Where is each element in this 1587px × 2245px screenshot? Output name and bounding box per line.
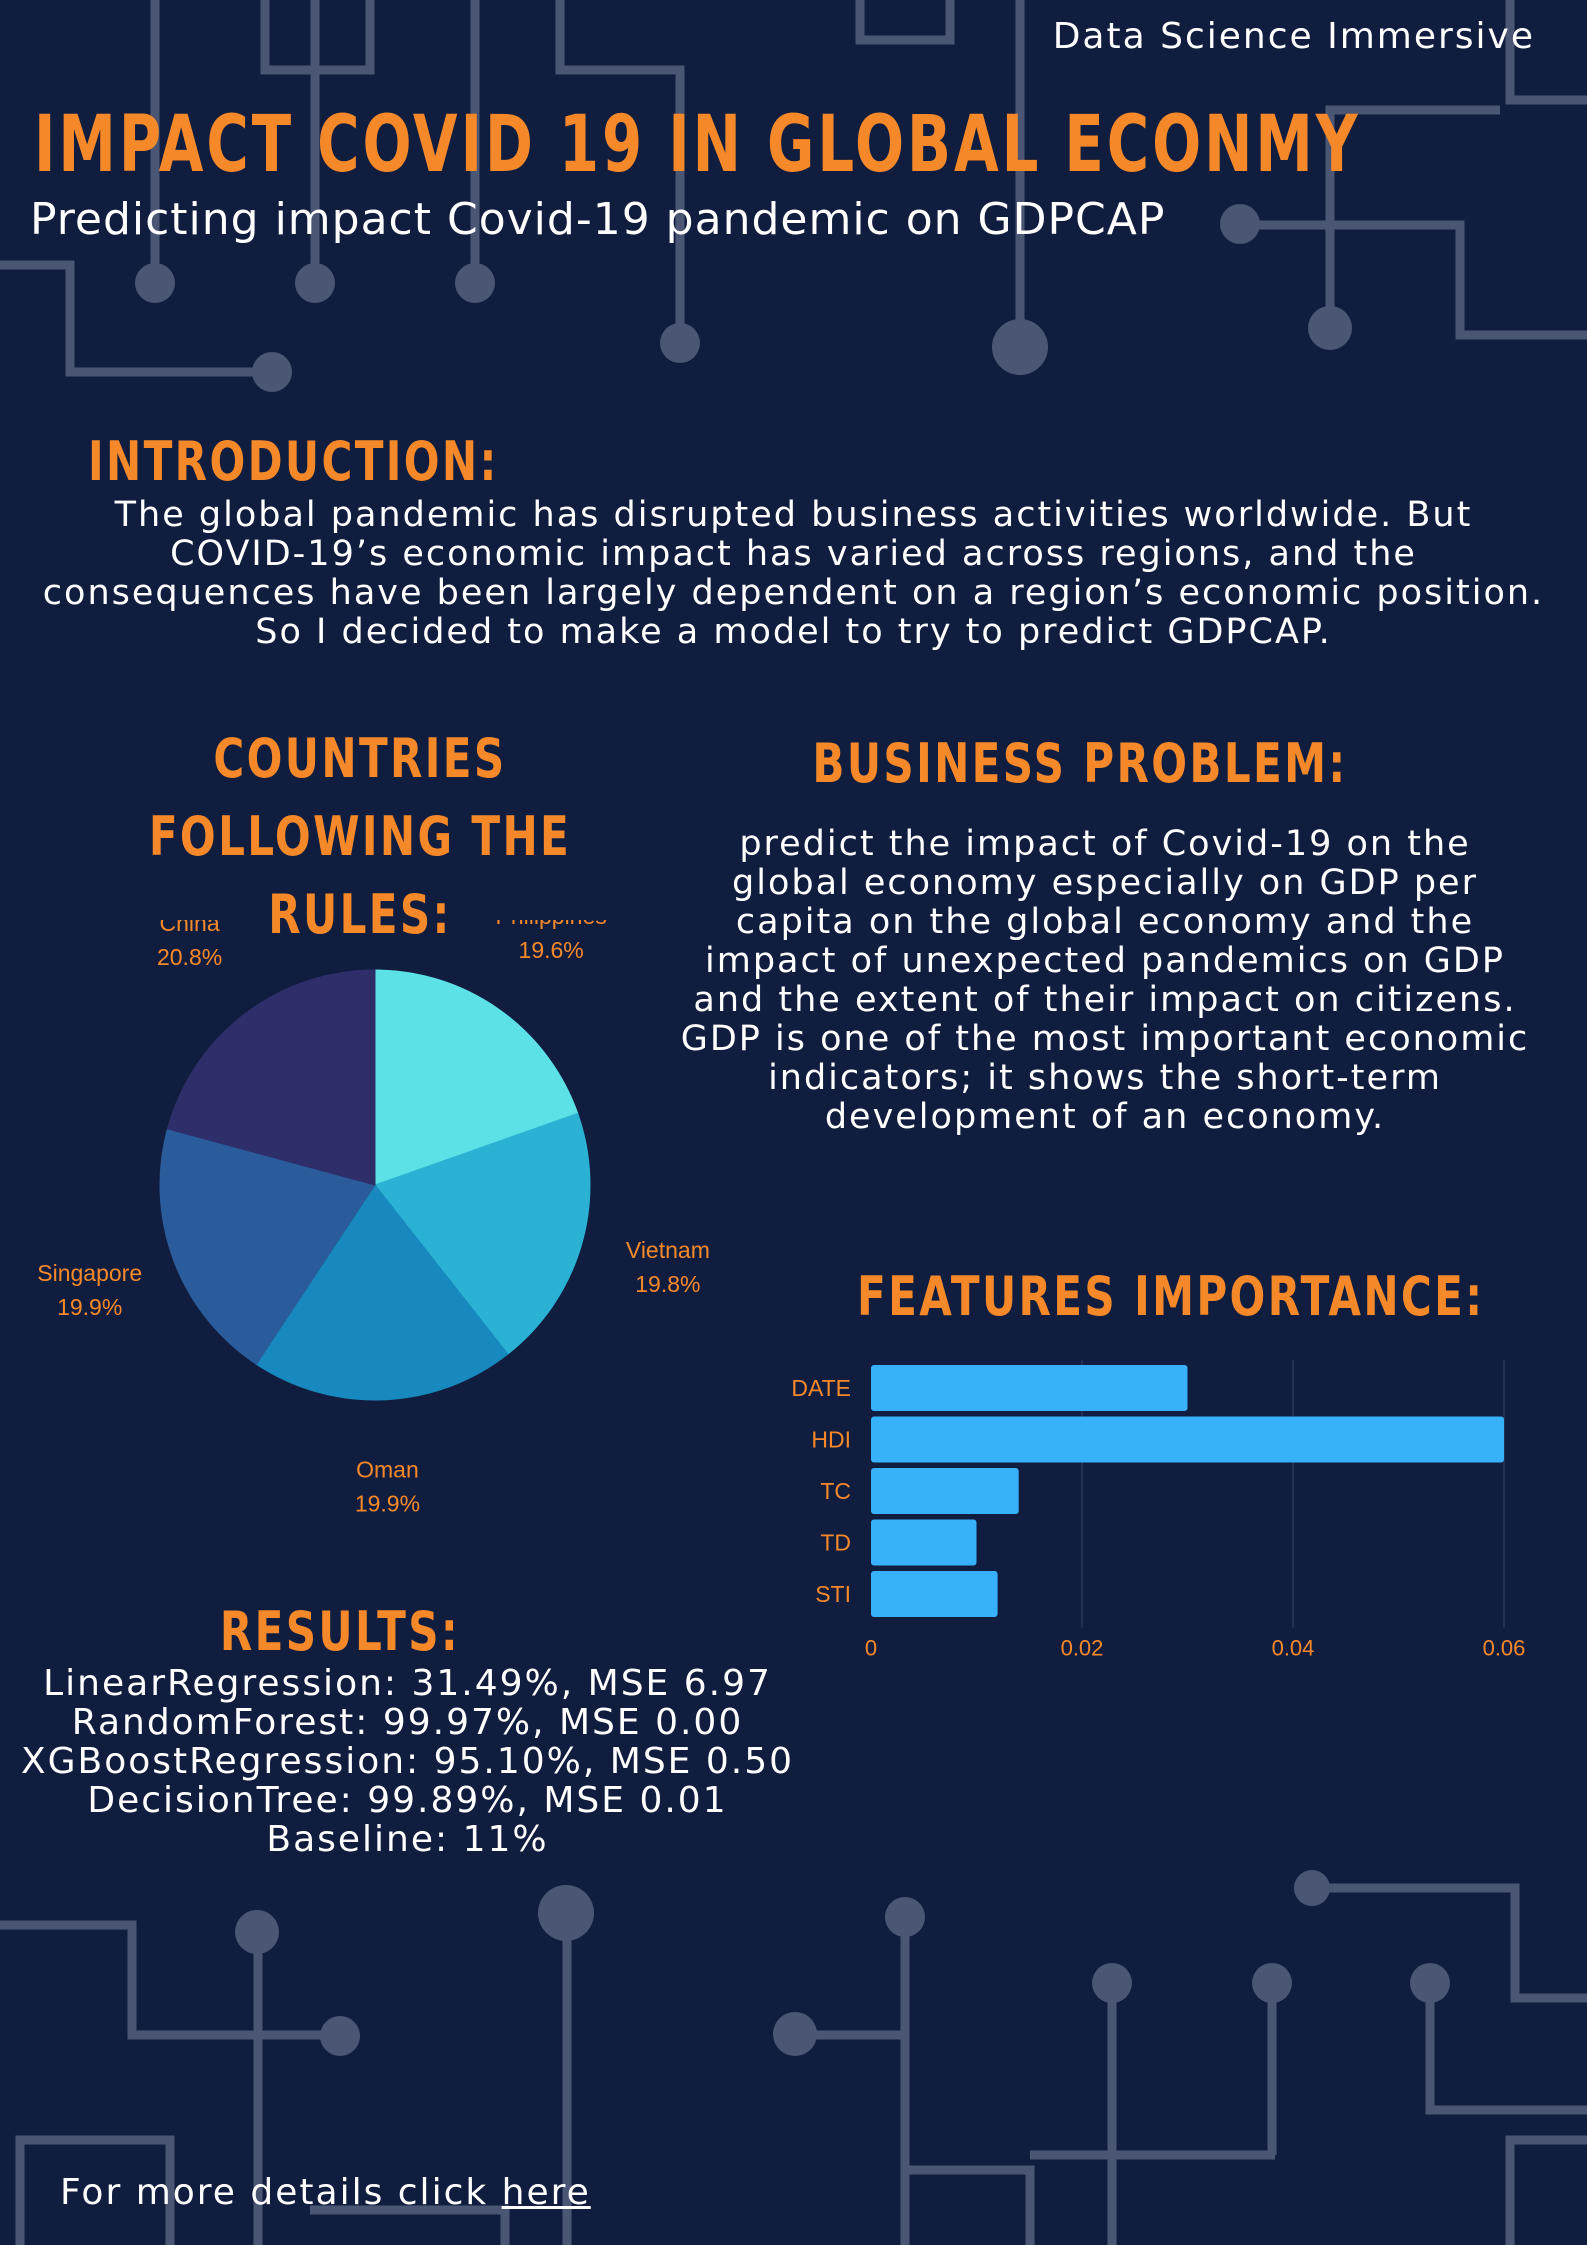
result-item: DecisionTree: 99.89%, MSE 0.01: [87, 1780, 728, 1821]
circuit-node: [1308, 306, 1352, 350]
circuit-node: [1294, 1870, 1330, 1906]
y-tick-label: HDI: [811, 1427, 851, 1453]
pie-label-value: 19.9%: [355, 1491, 420, 1517]
pie-label-name: Oman: [356, 1457, 419, 1483]
pie-slice-oman: [255, 1184, 509, 1401]
circuit-node: [235, 1910, 279, 1954]
footer: For more details click here: [60, 2172, 591, 2213]
bar-date: [871, 1365, 1188, 1411]
y-tick-label: TC: [820, 1478, 851, 1504]
circuit-trace: [855, 0, 955, 45]
results-heading: RESULTS:: [219, 1600, 461, 1663]
pie-label-name: Philippines: [496, 920, 607, 929]
pie-label-name: China: [160, 920, 220, 936]
page-subtitle: Predicting impact Covid-19 pandemic on G…: [30, 194, 1166, 245]
result-item: XGBoostRegression: 95.10%, MSE 0.50: [20, 1741, 795, 1782]
bar-hdi: [871, 1416, 1504, 1463]
x-tick-label: 0: [865, 1636, 877, 1661]
result-item: LinearRegression: 31.49%, MSE 6.97: [43, 1663, 772, 1704]
bar-tc: [871, 1468, 1019, 1514]
details-link[interactable]: here: [501, 2172, 591, 2213]
circuit-node: [320, 2016, 360, 2056]
circuit-node: [1410, 1963, 1450, 2003]
circuit-trace: [15, 2135, 175, 2245]
circuit-trace: [0, 1920, 340, 2040]
x-tick-label: 0.04: [1272, 1636, 1315, 1661]
circuit-node: [135, 263, 175, 303]
circuit-trace: [0, 260, 272, 377]
x-tick-label: 0.06: [1483, 1636, 1526, 1661]
x-tick-label: 0.02: [1061, 1636, 1104, 1661]
y-tick-label: STI: [815, 1581, 851, 1607]
bar-sti: [871, 1571, 998, 1617]
introduction-heading: INTRODUCTION:: [88, 430, 499, 493]
circuit-node: [252, 352, 292, 392]
footer-text: For more details click: [60, 2172, 502, 2213]
result-item: Baseline: 11%: [266, 1819, 549, 1860]
introduction-text: The global pandemic has disrupted busine…: [42, 495, 1545, 652]
features-importance-chart: 0 0.02 0.04 0.06 DATE HDI TC TD STI: [791, 1360, 1526, 1661]
pie-label-name: Vietnam: [626, 1237, 710, 1263]
countries-heading: COUNTRIES FOLLOWING THE RULES:: [148, 727, 572, 946]
pie-label-value: 19.6%: [519, 937, 584, 963]
circuit-trace: [795, 2030, 1035, 2245]
circuit-node: [773, 2012, 817, 2056]
pie-slice-vietnam: [374, 1112, 591, 1355]
countries-pie-chart: Philippines 19.6% Vietnam 19.8% Oman 19.9% Sin…: [37, 920, 710, 1517]
business-problem-heading: BUSINESS PROBLEM:: [812, 732, 1348, 795]
circuit-node: [1220, 204, 1260, 244]
result-item: RandomForest: 99.97%, MSE 0.00: [71, 1702, 744, 1743]
pie-label-name: Singapore: [37, 1260, 142, 1286]
pie-slice-singapore: [159, 1128, 376, 1366]
pie-label-value: 20.8%: [157, 944, 222, 970]
circuit-trace: [555, 0, 685, 340]
features-importance-heading: FEATURES IMPORTANCE:: [857, 1265, 1485, 1328]
circuit-node: [885, 1897, 925, 1937]
circuit-node: [295, 263, 335, 303]
brand-label: Data Science Immersive: [1052, 16, 1535, 57]
circuit-node: [538, 1885, 594, 1941]
circuit-node: [1252, 1963, 1292, 2003]
circuit-trace: [1505, 2135, 1587, 2245]
y-tick-label: TD: [820, 1530, 851, 1556]
circuit-trace: [1312, 1883, 1587, 2003]
circuit-trace: [260, 0, 375, 75]
results-list: LinearRegression: 31.49%, MSE 6.97 Rando…: [0, 1664, 815, 1859]
y-tick-label: DATE: [791, 1375, 851, 1401]
circuit-trace: [310, 2205, 510, 2245]
bar-td: [871, 1519, 977, 1566]
circuit-node: [992, 319, 1048, 375]
circuit-trace: [1325, 105, 1500, 330]
circuit-node: [660, 323, 700, 363]
circuit-node: [455, 263, 495, 303]
circuit-trace: [1505, 0, 1587, 105]
page-title: IMPACT COVID 19 IN GLOBAL ECONMY: [34, 100, 1361, 190]
circuit-trace: [1425, 1985, 1587, 2115]
circuit-trace: [1240, 220, 1587, 340]
business-problem-text: predict the impact of Covid-19 on the gl…: [680, 824, 1530, 1137]
pie-label-value: 19.8%: [635, 1271, 700, 1297]
pie-slice-china: [166, 969, 376, 1186]
pie-label-value: 19.9%: [57, 1294, 122, 1320]
circuit-node: [1092, 1963, 1132, 2003]
